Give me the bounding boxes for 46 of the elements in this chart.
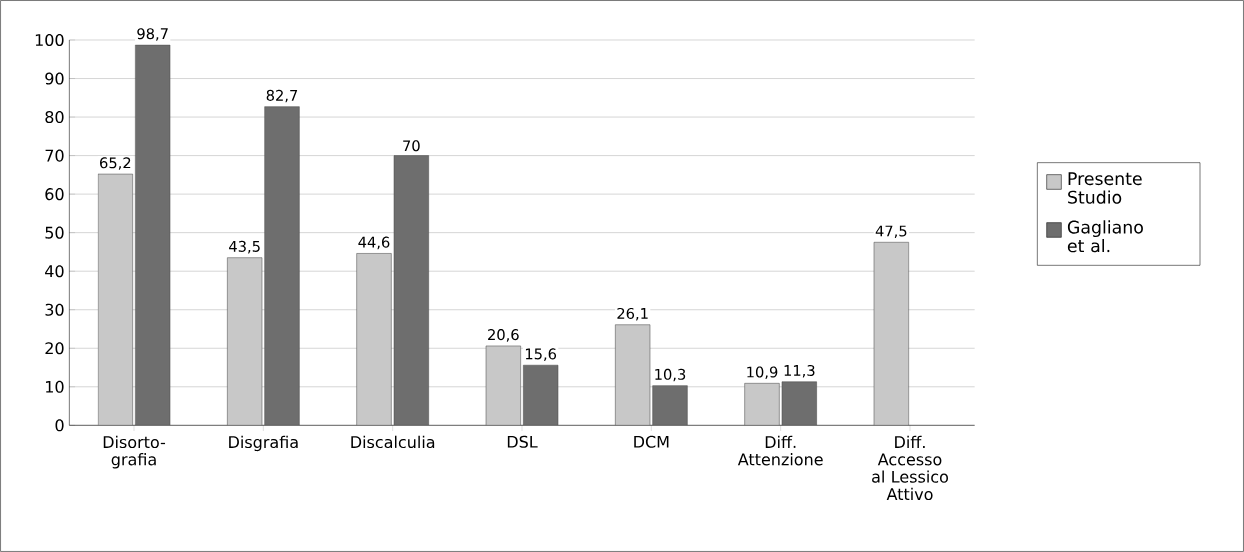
x-tick-label: Disgrafia bbox=[229, 435, 298, 452]
x-tick-label: Disorto-grafia bbox=[103, 435, 166, 469]
data-label: 70 bbox=[403, 140, 420, 152]
y-tick-label: 40 bbox=[45, 265, 64, 278]
y-tick-label: 70 bbox=[45, 149, 64, 162]
data-label: 10,9 bbox=[747, 366, 778, 380]
y-tick-label: 0 bbox=[55, 419, 64, 432]
y-tick-label: 60 bbox=[45, 188, 64, 201]
y-tick-label: 10 bbox=[46, 380, 64, 393]
bar bbox=[135, 44, 171, 426]
bar bbox=[264, 106, 300, 426]
data-label: 65,2 bbox=[100, 157, 131, 170]
bar bbox=[227, 257, 263, 426]
data-label: 47,5 bbox=[875, 225, 907, 239]
bar bbox=[781, 381, 817, 426]
data-label: 11,3 bbox=[784, 364, 815, 378]
data-label: 82,7 bbox=[266, 89, 298, 103]
data-label: 26,1 bbox=[617, 307, 648, 321]
x-tick-label: Diff. Accesso al Lessico Attivo bbox=[872, 435, 949, 501]
y-tick-label: 100 bbox=[35, 33, 64, 47]
data-label: 10,3 bbox=[655, 368, 686, 382]
x-tick-label: DSL bbox=[507, 435, 538, 448]
data-label: 44,6 bbox=[358, 236, 390, 250]
data-label: 15,6 bbox=[525, 348, 557, 361]
y-tick-label: 90 bbox=[45, 72, 64, 85]
bar bbox=[873, 242, 909, 426]
data-label: 20,6 bbox=[488, 329, 519, 342]
bar bbox=[744, 383, 780, 426]
bar bbox=[652, 385, 688, 426]
bar bbox=[97, 173, 133, 426]
y-tick-label: 80 bbox=[45, 111, 64, 124]
x-tick-label: DCM bbox=[634, 435, 669, 448]
x-tick-label: Diff. Attenzione bbox=[737, 435, 823, 466]
legend-label: Presente Studio bbox=[1068, 172, 1142, 204]
bar bbox=[615, 324, 651, 426]
data-label: 43,5 bbox=[229, 240, 260, 254]
y-tick-label: 20 bbox=[45, 342, 64, 355]
y-tick-label: 50 bbox=[45, 226, 64, 239]
bar bbox=[485, 345, 521, 426]
x-tick-label: Discalculia bbox=[351, 435, 435, 449]
data-label: 98,7 bbox=[137, 28, 168, 41]
bar bbox=[393, 155, 429, 426]
legend-label: Gagliano et al. bbox=[1067, 220, 1143, 253]
bar bbox=[523, 364, 559, 426]
bar bbox=[356, 253, 392, 426]
y-tick-label: 30 bbox=[45, 303, 64, 316]
